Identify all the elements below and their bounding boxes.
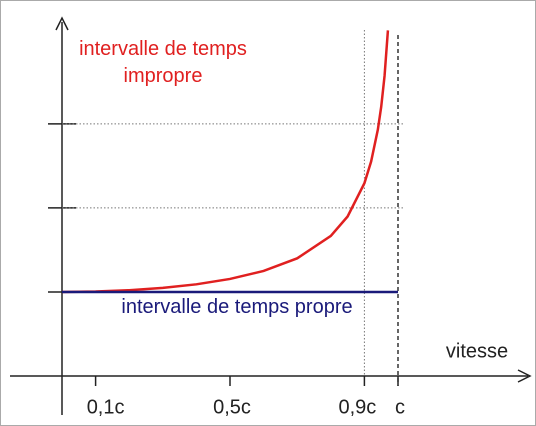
series-label: intervalle de temps propre	[121, 296, 353, 318]
x-tick-label: 0,9c	[338, 396, 376, 418]
x-axis-label: vitesse	[446, 340, 508, 362]
x-tick-label: c	[395, 396, 405, 418]
x-arrow	[517, 369, 532, 383]
series-label: intervalle de temps impropre	[79, 38, 247, 87]
x-tick-label: 0,1c	[87, 396, 125, 418]
y-arrow	[55, 16, 69, 31]
series-line	[61, 30, 390, 294]
x-tick-label: 0,5c	[213, 396, 251, 418]
